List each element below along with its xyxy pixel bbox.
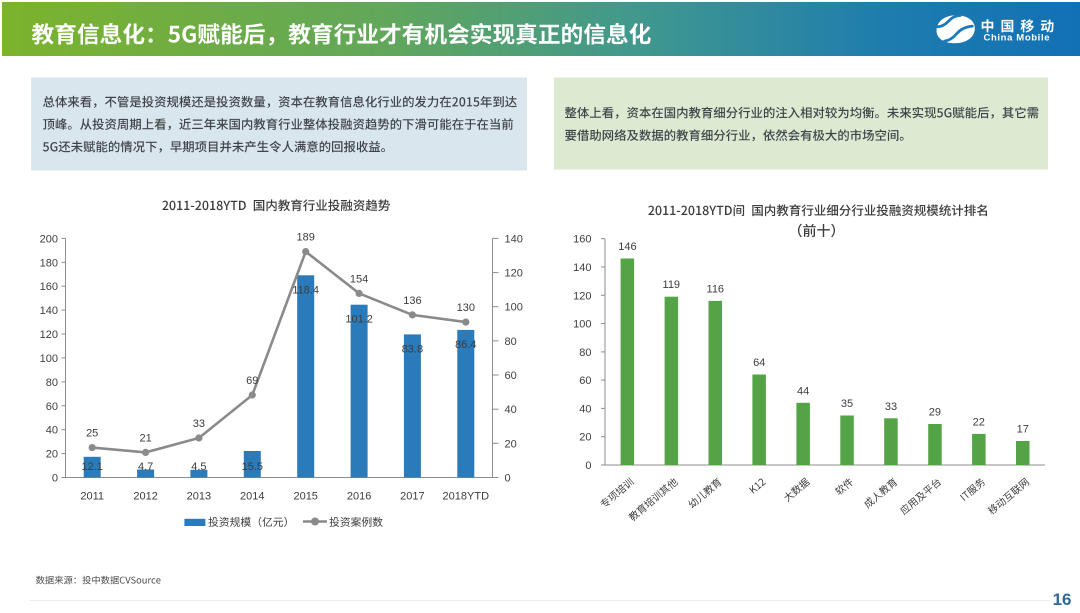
svg-text:2016: 2016: [347, 490, 371, 502]
svg-text:160: 160: [573, 234, 591, 246]
svg-text:118.4: 118.4: [292, 284, 319, 296]
svg-text:100: 100: [505, 302, 523, 314]
svg-text:2015: 2015: [293, 490, 317, 502]
svg-text:44: 44: [797, 385, 809, 397]
svg-text:16: 16: [1053, 590, 1072, 608]
svg-text:60: 60: [46, 401, 58, 413]
svg-text:25: 25: [86, 428, 98, 440]
svg-text:17: 17: [1017, 424, 1029, 436]
svg-text:180: 180: [40, 257, 58, 269]
svg-text:29: 29: [929, 407, 941, 419]
svg-text:40: 40: [505, 404, 517, 416]
svg-text:4.7: 4.7: [138, 461, 153, 473]
svg-text:20: 20: [579, 432, 591, 444]
svg-text:2017: 2017: [400, 490, 424, 502]
svg-text:64: 64: [753, 357, 765, 369]
svg-text:2013: 2013: [187, 490, 211, 502]
svg-text:160: 160: [40, 281, 58, 293]
svg-text:100: 100: [40, 353, 58, 365]
svg-text:101.2: 101.2: [345, 314, 373, 326]
svg-text:0: 0: [505, 473, 511, 485]
svg-text:21: 21: [139, 432, 151, 444]
svg-text:60: 60: [505, 370, 517, 382]
svg-text:120: 120: [573, 290, 591, 302]
svg-text:0: 0: [585, 460, 591, 472]
svg-text:83.8: 83.8: [402, 343, 423, 355]
svg-text:60: 60: [579, 375, 591, 387]
svg-text:80: 80: [505, 336, 517, 348]
svg-text:33: 33: [193, 418, 205, 430]
svg-text:40: 40: [46, 425, 58, 437]
svg-text:189: 189: [297, 232, 315, 244]
svg-text:69: 69: [246, 375, 258, 387]
svg-text:20: 20: [46, 449, 58, 461]
svg-text:2018YTD: 2018YTD: [443, 490, 490, 502]
svg-text:80: 80: [46, 377, 58, 389]
svg-text:100: 100: [573, 319, 591, 331]
svg-text:119: 119: [663, 279, 681, 291]
svg-text:120: 120: [40, 329, 58, 341]
svg-text:China Mobile: China Mobile: [984, 33, 1050, 44]
svg-text:130: 130: [457, 302, 475, 314]
svg-text:20: 20: [505, 438, 517, 450]
svg-text:146: 146: [618, 241, 636, 253]
svg-text:80: 80: [579, 347, 591, 359]
svg-text:120: 120: [505, 268, 523, 280]
svg-text:4.5: 4.5: [191, 461, 206, 473]
svg-text:0: 0: [52, 473, 58, 485]
svg-text:22: 22: [973, 416, 985, 428]
svg-text:35: 35: [841, 398, 853, 410]
svg-text:200: 200: [40, 233, 58, 245]
svg-text:33: 33: [885, 401, 897, 413]
svg-text:86.4: 86.4: [455, 339, 476, 351]
svg-text:136: 136: [403, 295, 421, 307]
svg-text:140: 140: [573, 262, 591, 274]
svg-text:154: 154: [350, 273, 368, 285]
svg-text:40: 40: [579, 403, 591, 415]
svg-text:140: 140: [505, 233, 523, 245]
svg-text:15.5: 15.5: [242, 461, 263, 473]
svg-text:140: 140: [40, 305, 58, 317]
svg-text:2012: 2012: [133, 490, 157, 502]
svg-text:2011: 2011: [80, 490, 104, 502]
svg-text:116: 116: [707, 283, 725, 295]
svg-text:12.1: 12.1: [81, 461, 102, 473]
svg-text:2014: 2014: [240, 490, 264, 502]
